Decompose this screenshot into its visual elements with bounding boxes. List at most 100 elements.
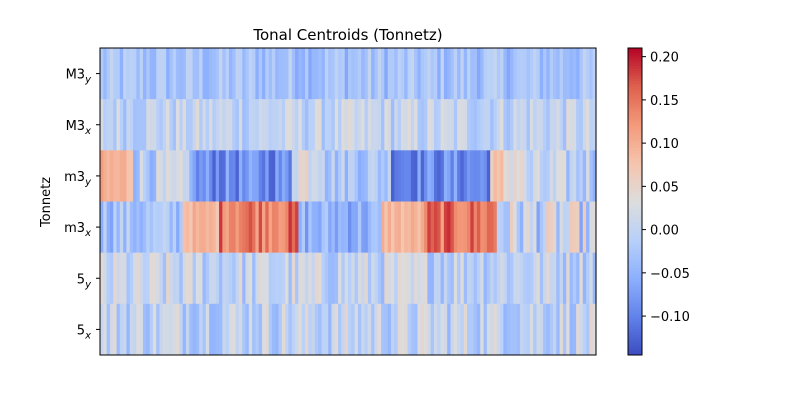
heatmap-cell [308, 150, 313, 202]
heatmap-cell [235, 99, 240, 151]
heatmap-cell [113, 252, 118, 305]
heatmap-cell [136, 252, 141, 305]
heatmap-cell [566, 201, 571, 253]
heatmap-cell [133, 99, 137, 151]
colorbar-gradient-step [628, 106, 642, 110]
heatmap-cell [176, 48, 180, 100]
colorbar-gradient-step [628, 244, 642, 249]
heatmap-cell [242, 150, 247, 202]
heatmap-cell [559, 201, 564, 253]
y-tick-label: M3y [66, 68, 93, 86]
heatmap-cell [285, 252, 290, 305]
heatmap-cell [486, 99, 491, 151]
heatmap-cell [334, 252, 339, 305]
heatmap-cell [463, 201, 468, 253]
heatmap-cell [450, 201, 455, 253]
heatmap-cell [377, 48, 382, 100]
heatmap-cell [238, 150, 243, 202]
heatmap-cell [166, 303, 171, 356]
heatmap-cell [427, 201, 432, 253]
heatmap-cell [529, 99, 534, 151]
heatmap-cell [195, 201, 200, 253]
colorbar-tick-label: 0.15 [650, 94, 679, 109]
heatmap-cell [586, 150, 590, 202]
heatmap-cell [569, 303, 574, 356]
heatmap-cell [526, 150, 531, 202]
heatmap-cell [513, 303, 518, 356]
heatmap-cell [152, 252, 157, 305]
heatmap-cell [116, 201, 121, 253]
colorbar-gradient-step [628, 270, 642, 274]
heatmap-cell [483, 48, 488, 100]
heatmap-cell [351, 201, 356, 253]
heatmap-cell [354, 48, 359, 100]
heatmap-cell [159, 303, 164, 356]
heatmap-cell [503, 99, 508, 151]
heatmap-cell [189, 99, 194, 151]
heatmap-cell [483, 252, 488, 305]
heatmap-cell [195, 303, 200, 356]
heatmap-cell [248, 201, 253, 253]
heatmap-cell [341, 150, 346, 202]
heatmap-cell [480, 48, 485, 100]
heatmap-cell [407, 303, 412, 356]
heatmap-cell [381, 99, 385, 151]
heatmap-cell [176, 303, 180, 356]
heatmap-cell [453, 150, 458, 202]
heatmap-cell [172, 201, 177, 253]
heatmap-cell [232, 252, 237, 305]
colorbar-gradient-step [628, 150, 642, 154]
heatmap-cell [338, 99, 342, 151]
heatmap-cell [539, 99, 544, 151]
colorbar-gradient-step [628, 201, 642, 205]
heatmap-cell [579, 252, 584, 305]
heatmap-cell [215, 252, 220, 305]
heatmap-cell [463, 48, 468, 100]
heatmap-cell [136, 99, 141, 151]
heatmap-cell [344, 48, 349, 100]
heatmap-cell [460, 150, 465, 202]
heatmap-cell [252, 99, 257, 151]
colorbar-gradient-step [628, 211, 642, 215]
colorbar-gradient-step [628, 296, 642, 300]
colorbar-gradient-step [628, 273, 642, 277]
colorbar: −0.10 −0.05 0.00 0.05 0.10 0.15 0.20 [627, 47, 690, 356]
heatmap-cell [592, 252, 597, 305]
heatmap-cell [414, 48, 419, 100]
heatmap-cell [500, 99, 505, 151]
heatmap-cell [523, 303, 528, 356]
heatmap-cell [119, 201, 124, 253]
heatmap-cell [377, 150, 382, 202]
colorbar-gradient-step [628, 232, 642, 236]
heatmap-cell [480, 150, 485, 202]
heatmap-cell [410, 201, 415, 253]
heatmap-cell [586, 48, 590, 100]
heatmap-cell [553, 201, 557, 253]
heatmap-cell [311, 201, 316, 253]
heatmap-cell [271, 252, 276, 305]
heatmap-cell [582, 150, 587, 202]
heatmap-cell [113, 201, 118, 253]
heatmap-cell [348, 201, 352, 253]
heatmap-cell [433, 252, 438, 305]
heatmap-cell [192, 99, 197, 151]
heatmap-cell [129, 252, 134, 305]
heatmap-cell [420, 252, 425, 305]
heatmap-cell [440, 252, 445, 305]
heatmap-cell [195, 48, 200, 100]
heatmap-cell [262, 48, 266, 100]
heatmap-cell [281, 303, 286, 356]
heatmap-cell [348, 48, 352, 100]
heatmap-cell [215, 201, 220, 253]
heatmap-cell [245, 303, 250, 356]
heatmap-cell [182, 303, 187, 356]
colorbar-gradient-step [628, 71, 642, 75]
heatmap-cell [546, 48, 551, 100]
heatmap-cell [100, 303, 104, 356]
heatmap-cell [156, 150, 161, 202]
heatmap-cell [172, 150, 177, 202]
heatmap-cell [328, 99, 333, 151]
heatmap-cell [467, 201, 471, 253]
heatmap-cell [252, 201, 257, 253]
colorbar-gradient-step [628, 193, 642, 197]
